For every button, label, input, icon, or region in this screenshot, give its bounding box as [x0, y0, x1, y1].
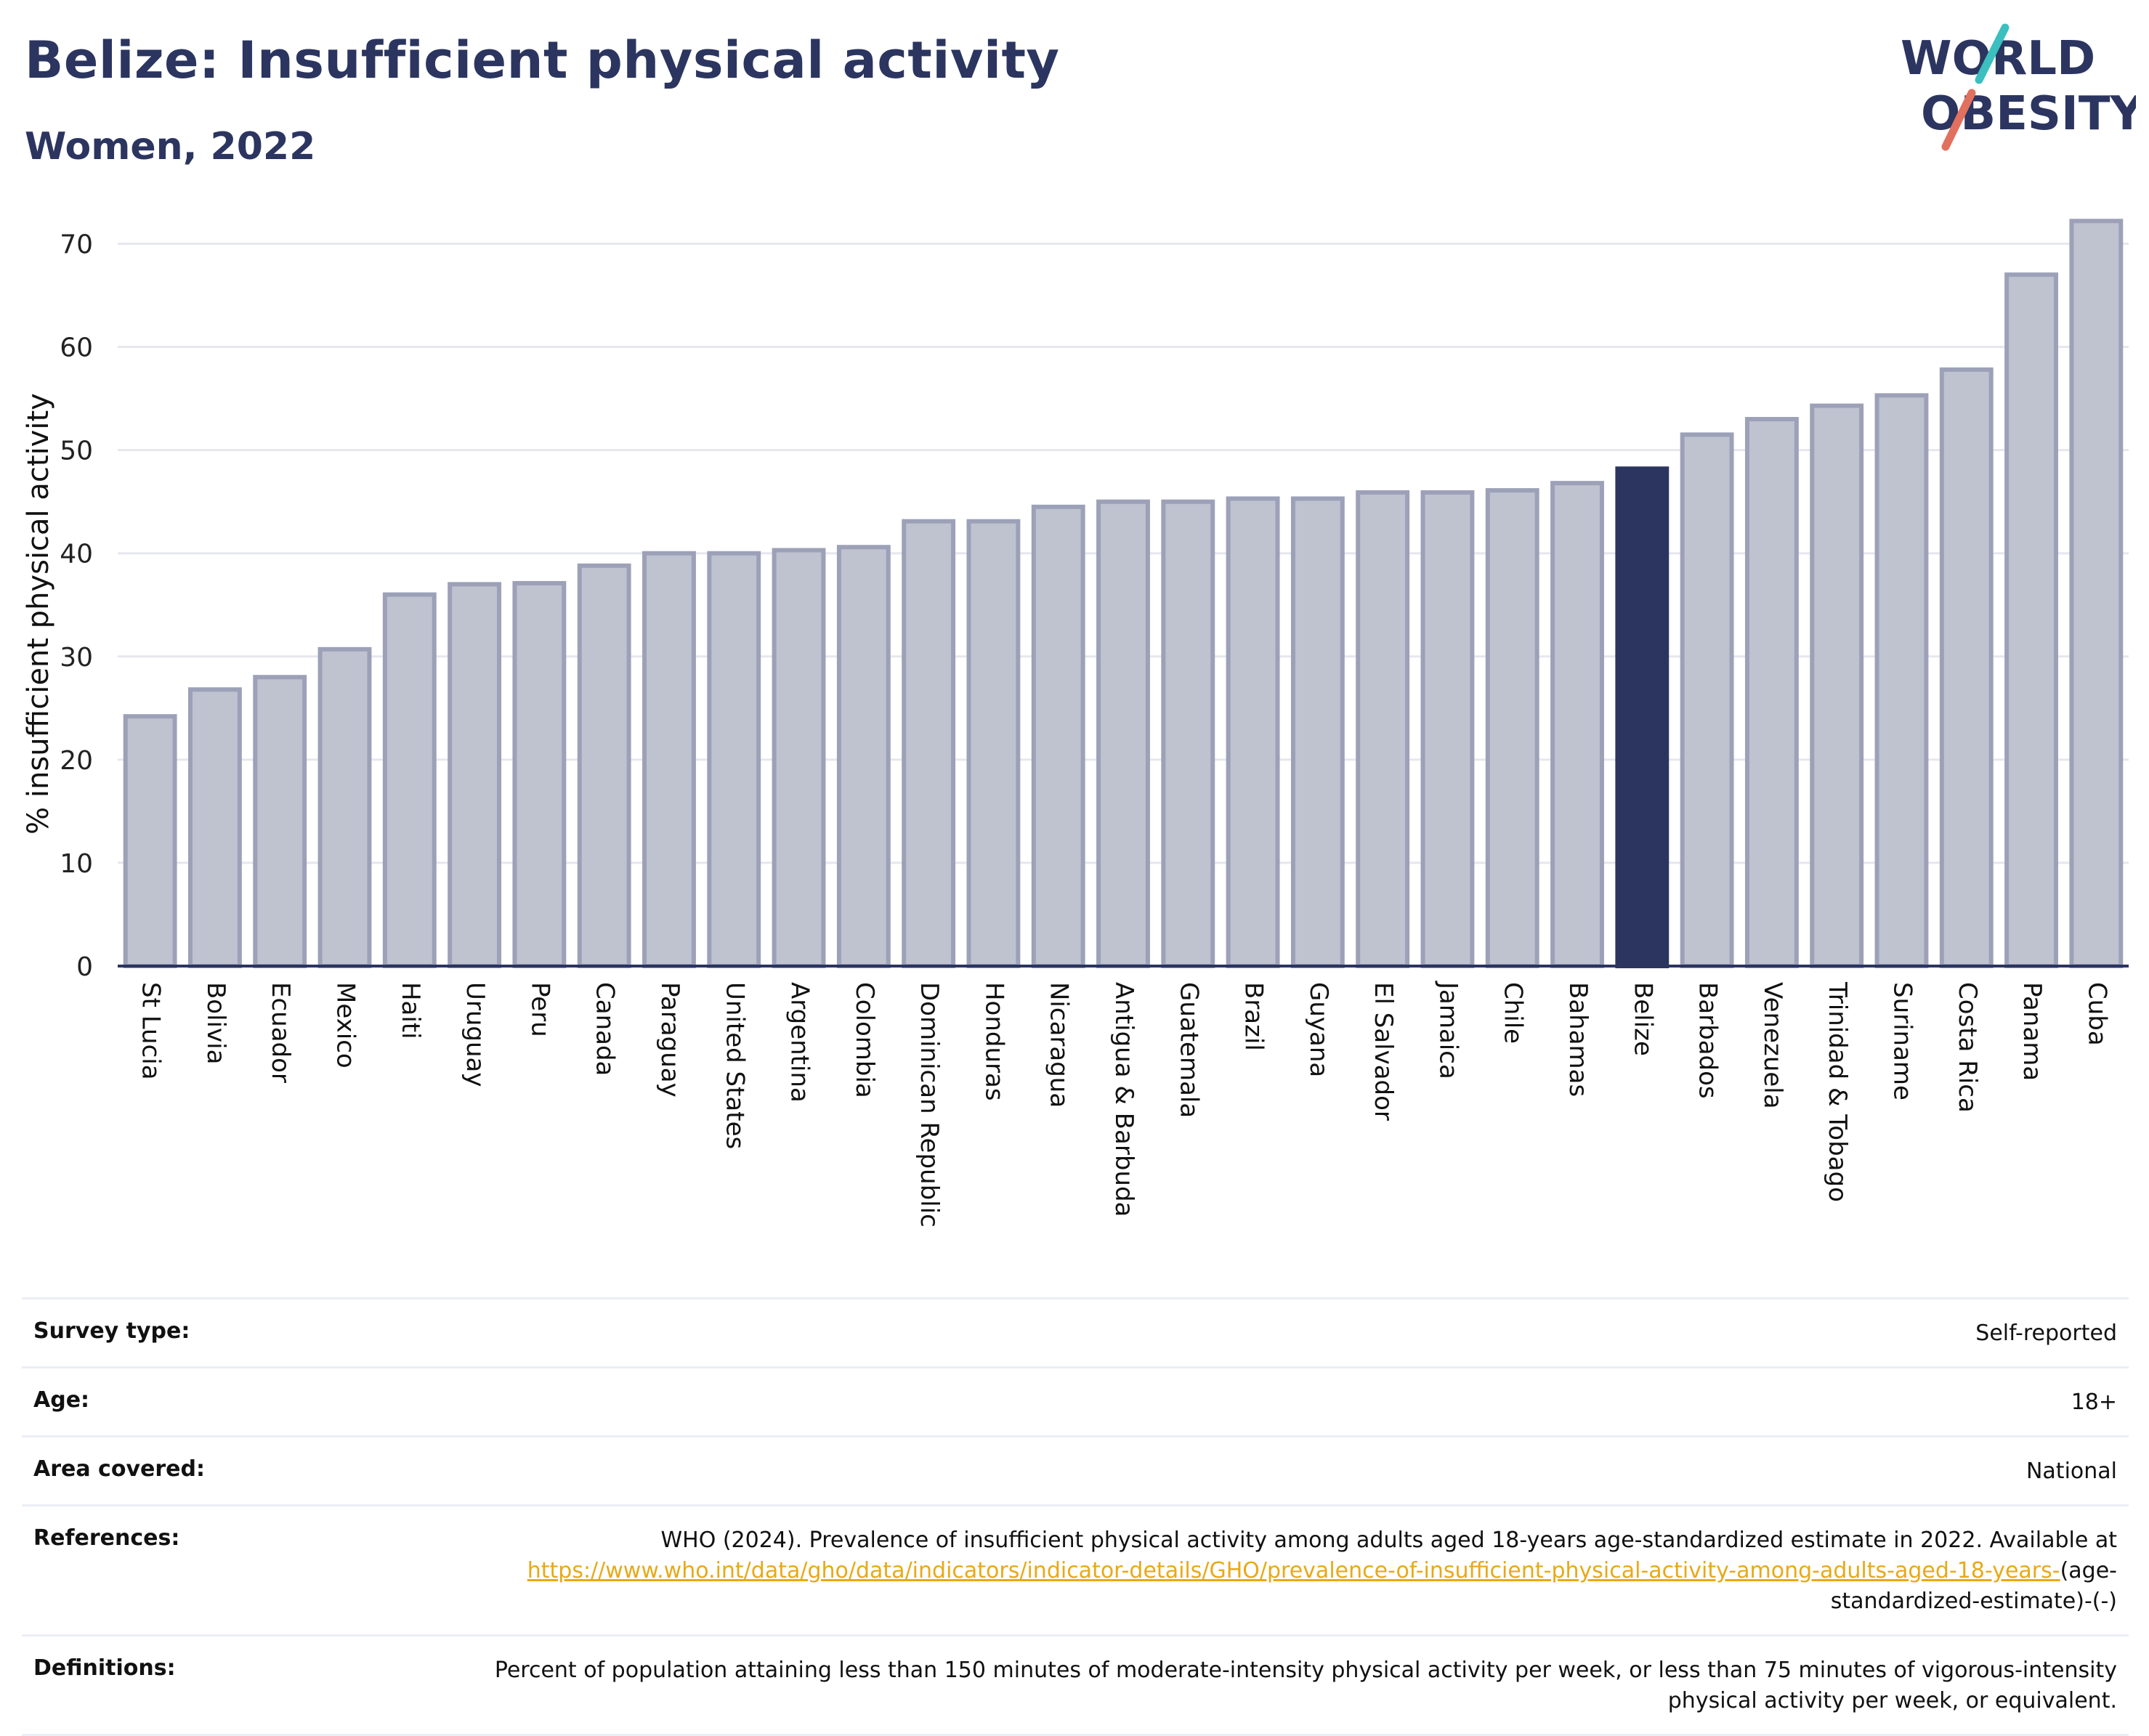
x-tick-label: El Salvador — [1369, 982, 1398, 1121]
meta-row-definitions: Definitions: Percent of population attai… — [22, 1636, 2129, 1736]
bar-bolivia — [188, 687, 242, 969]
bar-ecuador — [253, 675, 307, 968]
x-tick-label: Nicaragua — [1045, 982, 1074, 1108]
meta-row-age: Age: 18+ — [22, 1368, 2129, 1437]
y-tick-label: 50 — [60, 437, 93, 466]
bars — [123, 219, 2124, 969]
bar-haiti — [382, 592, 437, 968]
bar-paraguay — [642, 551, 696, 968]
bar-chart: 0 10 20 30 40 50 60 70 St Lucia Bolivia Ecuador Me… — [22, 219, 2129, 1228]
references-value: WHO (2024). Prevalence of insufficient p… — [461, 1525, 2117, 1617]
y-tick-labels: 0 10 20 30 40 50 60 70 — [60, 230, 93, 982]
x-tick-label: Costa Rica — [1953, 982, 1982, 1113]
bar-trinidad-tobago — [1810, 403, 1864, 969]
bar-guatemala — [1161, 499, 1215, 969]
bar-uruguay — [448, 582, 502, 968]
x-tick-label: Panama — [2018, 982, 2047, 1081]
bar-honduras — [966, 519, 1021, 969]
x-tick-label: Guatemala — [1174, 982, 1203, 1118]
bar-guyana — [1290, 496, 1345, 968]
x-tick-label: Ecuador — [266, 982, 295, 1083]
y-tick-label: 70 — [60, 230, 93, 260]
bar-bahamas — [1550, 481, 1604, 968]
references-link[interactable]: https://www.who.int/data/gho/data/indica… — [527, 1558, 2060, 1583]
x-tick-label: Cuba — [2082, 982, 2111, 1046]
references-label: References: — [33, 1525, 180, 1551]
x-tick-label: Antigua & Barbuda — [1109, 982, 1138, 1217]
bar-dominican-republic — [902, 519, 956, 969]
bar-antigua-barbuda — [1096, 499, 1150, 969]
area-value: National — [2025, 1459, 2117, 1484]
x-tick-label: Barbados — [1693, 982, 1723, 1099]
logo-coral-slash — [1941, 89, 1976, 151]
y-tick-label: 20 — [60, 746, 93, 776]
metadata-table: Survey type: Self-reported Age: 18+ Area… — [22, 1297, 2129, 1736]
x-tick-label: Paraguay — [655, 982, 684, 1098]
x-tick-label: St Lucia — [137, 982, 166, 1080]
x-tick-label: Colombia — [850, 982, 879, 1098]
bar-venezuela — [1744, 417, 1799, 968]
x-tick-label: Brazil — [1239, 982, 1268, 1051]
x-tick-label: Haiti — [396, 982, 425, 1039]
bar-suriname — [1874, 393, 1929, 968]
x-tick-label: Suriname — [1887, 982, 1917, 1100]
bar-costa-rica — [1939, 367, 1994, 968]
y-tick-label: 0 — [76, 952, 93, 982]
x-tick-label: Argentina — [785, 982, 814, 1103]
x-tick-label: Jamaica — [1433, 981, 1462, 1079]
age-value: 18+ — [2071, 1390, 2117, 1415]
x-tick-label: Bolivia — [201, 982, 230, 1064]
x-tick-label: Mexico — [331, 982, 360, 1068]
bar-nicaragua — [1031, 504, 1085, 968]
bar-chile — [1485, 488, 1539, 968]
bar-peru — [512, 580, 567, 968]
meta-row-references: References: WHO (2024). Prevalence of in… — [22, 1506, 2129, 1636]
definitions-value: Percent of population attaining less tha… — [494, 1658, 2117, 1713]
x-tick-label: Trinidad & Tobago — [1823, 981, 1852, 1202]
bar-argentina — [772, 548, 826, 968]
x-tick-label: Dominican Republic — [915, 982, 944, 1228]
survey-type-value: Self-reported — [1975, 1321, 2117, 1346]
x-tick-label: Venezuela — [1758, 982, 1787, 1109]
bar-belize — [1615, 466, 1670, 968]
references-suffix: (age-standardized-estimate)-(-) — [1830, 1558, 2117, 1614]
category-labels: St Lucia Bolivia Ecuador Mexico Haiti Uruguay… — [137, 981, 2112, 1228]
y-tick-label: 10 — [60, 849, 93, 879]
bar-colombia — [836, 545, 891, 968]
age-label: Age: — [33, 1387, 90, 1413]
x-tick-label: Honduras — [979, 982, 1008, 1101]
bar-cuba — [2069, 219, 2124, 968]
bar-united-states — [707, 551, 761, 968]
x-tick-label: Guyana — [1304, 982, 1333, 1077]
y-tick-label: 60 — [60, 333, 93, 363]
meta-row-survey-type: Survey type: Self-reported — [22, 1299, 2129, 1368]
references-text: WHO (2024). Prevalence of insufficient p… — [660, 1528, 2117, 1553]
x-tick-label: Belize — [1628, 982, 1657, 1056]
area-label: Area covered: — [33, 1456, 205, 1482]
chart-subtitle: Women, 2022 — [25, 125, 316, 169]
x-tick-label: Peru — [525, 982, 554, 1037]
bar-barbados — [1680, 432, 1734, 968]
y-axis-label: % insufficient physical activity — [22, 393, 55, 835]
bar-brazil — [1226, 496, 1280, 968]
bar-jamaica — [1420, 490, 1475, 968]
meta-row-area: Area covered: National — [22, 1437, 2129, 1506]
x-tick-label: Uruguay — [461, 982, 490, 1087]
bar-st-lucia — [123, 714, 177, 968]
world-obesity-logo: WORLD OBESITY — [1901, 23, 2136, 151]
definitions-label: Definitions: — [33, 1655, 176, 1681]
x-tick-label: United States — [720, 982, 749, 1149]
x-tick-label: Chile — [1499, 982, 1528, 1044]
bar-el-salvador — [1356, 490, 1410, 968]
bar-mexico — [317, 646, 372, 968]
bar-canada — [577, 563, 631, 968]
y-tick-label: 30 — [60, 643, 93, 673]
chart-title: Belize: Insufficient physical activity — [25, 31, 1060, 90]
logo-teal-slash — [1975, 23, 2010, 84]
survey-type-label: Survey type: — [33, 1318, 190, 1344]
bar-panama — [2004, 272, 2058, 968]
x-tick-label: Canada — [591, 982, 620, 1076]
y-tick-label: 40 — [60, 540, 93, 569]
x-tick-label: Bahamas — [1563, 982, 1592, 1097]
